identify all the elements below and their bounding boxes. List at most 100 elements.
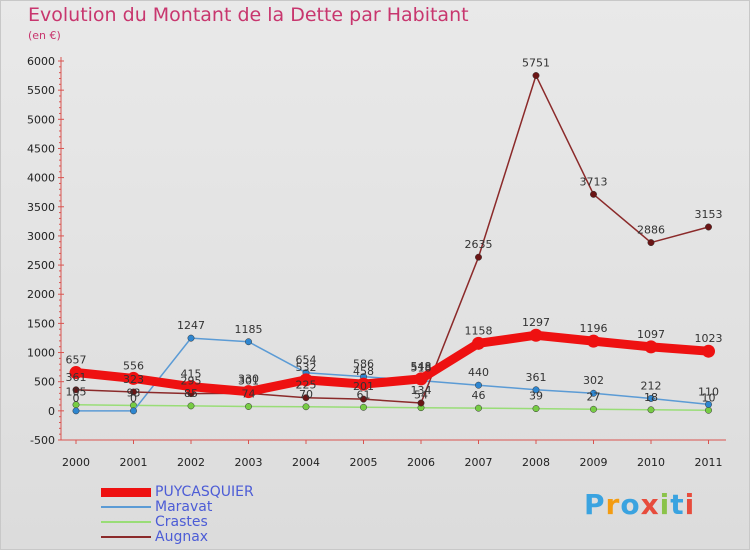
data-point — [702, 344, 715, 358]
y-tick-label: 2500 — [27, 259, 55, 272]
y-tick-label: 5500 — [27, 84, 55, 97]
data-label: 10 — [702, 391, 716, 404]
data-point — [302, 394, 310, 402]
data-label: 1297 — [522, 316, 550, 329]
data-point — [647, 239, 655, 247]
series-line-augnax — [75, 74, 710, 404]
legend-label: PUYCASQUIER — [155, 484, 254, 500]
data-point — [590, 190, 597, 198]
line-chart: -500050010001500200025003000350040004500… — [27, 55, 726, 469]
data-label: 134 — [411, 384, 432, 397]
data-point — [242, 385, 255, 399]
data-label: 70 — [299, 388, 313, 401]
logo-letter: r — [605, 488, 621, 521]
chart-subtitle: (en €) — [28, 29, 61, 42]
data-label: 225 — [296, 379, 317, 392]
data-point — [69, 366, 83, 380]
logo-letter: i — [684, 488, 696, 521]
data-label: 39 — [529, 390, 543, 403]
data-point — [475, 253, 482, 261]
data-label: 654 — [296, 354, 317, 367]
legend-swatch — [101, 536, 151, 538]
data-label: 212 — [641, 379, 662, 392]
data-point — [245, 338, 252, 346]
series-line-puycasquier — [71, 330, 713, 397]
x-tick-label: 2006 — [407, 456, 435, 469]
data-label: 105 — [66, 386, 87, 399]
y-tick-label: 5000 — [27, 113, 55, 126]
legend-swatch — [101, 521, 151, 523]
data-label: 295 — [181, 375, 202, 388]
data-point — [705, 400, 712, 408]
data-label: 74 — [242, 388, 256, 401]
data-label: 0 — [130, 392, 137, 405]
data-label: 1023 — [695, 332, 723, 345]
data-label: 61 — [357, 388, 371, 401]
y-tick-label: 0 — [48, 405, 55, 418]
data-point — [587, 334, 600, 348]
data-point — [187, 334, 195, 342]
data-point — [414, 372, 428, 386]
data-point — [644, 340, 658, 354]
series-line-maravat — [75, 337, 710, 412]
data-point — [532, 405, 540, 413]
data-point — [360, 403, 367, 411]
data-point — [184, 380, 198, 394]
data-point — [72, 407, 80, 415]
data-point — [475, 404, 482, 412]
chart-axes: -500050010001500200025003000350040004500… — [27, 55, 726, 469]
logo-letter: t — [670, 488, 685, 521]
y-tick-label: 6000 — [27, 55, 55, 68]
data-label: 518 — [411, 362, 432, 375]
y-tick-label: 500 — [34, 376, 55, 389]
data-label: 27 — [587, 390, 601, 403]
legend-swatch — [101, 506, 151, 508]
data-label: 323 — [123, 373, 144, 386]
data-label: 54 — [414, 389, 428, 402]
data-point — [187, 402, 195, 410]
data-label: 2635 — [465, 238, 493, 251]
data-label: 1185 — [235, 323, 263, 336]
data-label: 85 — [184, 387, 198, 400]
x-tick-label: 2007 — [465, 456, 493, 469]
logo-letter: P — [584, 488, 606, 521]
x-tick-label: 2011 — [695, 456, 723, 469]
data-label: 301 — [238, 374, 259, 387]
data-label: 415 — [181, 368, 202, 381]
data-point — [532, 386, 540, 394]
data-label: 18 — [644, 391, 658, 404]
data-label: 2886 — [637, 224, 665, 237]
legend-label: Crastes — [155, 514, 208, 530]
series-line-crastes — [75, 403, 710, 412]
data-point — [590, 389, 597, 397]
x-tick-label: 2002 — [177, 456, 205, 469]
data-label: 586 — [353, 358, 374, 371]
legend-swatch — [101, 488, 151, 497]
data-label: 3713 — [580, 175, 608, 188]
data-label: 46 — [472, 389, 486, 402]
data-point — [590, 405, 597, 413]
logo-letter: o — [620, 488, 641, 521]
data-point — [647, 395, 655, 402]
data-point — [360, 395, 367, 403]
data-point — [532, 72, 540, 79]
data-point — [705, 406, 712, 414]
data-label: 110 — [698, 385, 719, 398]
data-point — [529, 328, 543, 342]
data-label: 1196 — [580, 322, 608, 335]
data-point — [472, 336, 485, 350]
data-point — [475, 381, 482, 389]
y-tick-label: 4500 — [27, 142, 55, 155]
data-label: 0 — [73, 392, 80, 405]
data-label: 93 — [127, 386, 141, 399]
y-tick-label: 3500 — [27, 201, 55, 214]
x-tick-label: 2005 — [350, 456, 378, 469]
data-label: 201 — [353, 380, 374, 393]
chart-title: Evolution du Montant de la Dette par Hab… — [28, 4, 469, 26]
data-label: 458 — [353, 365, 374, 378]
y-tick-label: 2000 — [27, 288, 55, 301]
logo-letter: x — [640, 488, 660, 521]
logo-letter: i — [659, 488, 671, 521]
x-tick-label: 2001 — [120, 456, 148, 469]
data-point — [357, 377, 370, 391]
